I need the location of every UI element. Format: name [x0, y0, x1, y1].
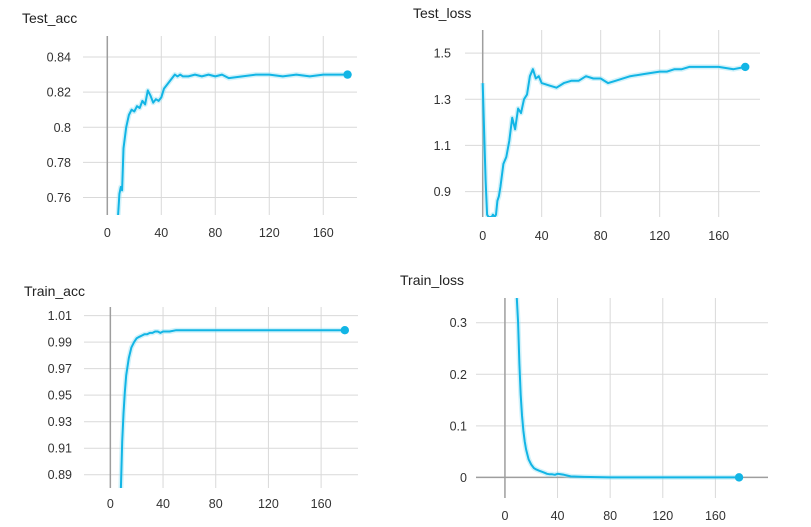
train-acc-x-tick-label: 0 — [107, 497, 114, 511]
train-loss-x-tick-label: 80 — [603, 509, 617, 523]
test-loss-panel: Test_loss — [400, 0, 811, 250]
train-acc-last-point-marker[interactable] — [340, 326, 350, 335]
test-loss-x-tick-label: 40 — [535, 229, 549, 243]
train-acc-y-tick-label: 0.97 — [48, 362, 72, 376]
test-loss-y-tick-label: 1.1 — [434, 139, 451, 153]
train-loss-x-tick-label: 40 — [551, 509, 565, 523]
train-acc-series-line — [119, 329, 345, 488]
test-acc-panel: Test_acc — [0, 0, 400, 250]
test-loss-x-tick-label: 80 — [594, 229, 608, 243]
train-acc-y-tick-label: 0.93 — [48, 415, 72, 429]
train-acc-x-tick-label: 160 — [311, 497, 332, 511]
train-acc-x-tick-label: 80 — [209, 497, 223, 511]
train-acc-y-tick-label: 0.99 — [48, 336, 72, 350]
test-acc-series-line — [117, 73, 348, 215]
train-acc-y-tick-label: 0.95 — [48, 389, 72, 403]
test-acc-x-tick-label: 120 — [259, 226, 280, 240]
train-acc-y-tick-label: 1.01 — [48, 309, 72, 323]
test-acc-y-tick-label: 0.84 — [47, 51, 71, 65]
test-loss-x-tick-label: 120 — [649, 229, 670, 243]
test-loss-y-tick-label: 0.9 — [434, 185, 451, 199]
test-acc-last-point-marker[interactable] — [343, 70, 352, 79]
train-loss-x-tick-label: 120 — [652, 509, 673, 523]
test-acc-y-tick-label: 0.78 — [47, 156, 71, 170]
test-acc-x-tick-label: 80 — [208, 226, 222, 240]
train-acc-x-tick-label: 40 — [156, 497, 170, 511]
train-loss-y-tick-label: 0.3 — [450, 316, 467, 330]
train-acc-title: Train_acc — [24, 283, 85, 299]
train-acc-y-tick-label: 0.91 — [48, 442, 72, 456]
test-loss-x-tick-label: 160 — [708, 229, 729, 243]
test-acc-y-tick-label: 0.8 — [54, 121, 71, 135]
train-loss-x-tick-label: 0 — [501, 509, 508, 523]
test-loss-y-tick-label: 1.5 — [434, 47, 451, 61]
test-loss-y-tick-label: 1.3 — [434, 93, 451, 107]
train-loss-y-tick-label: 0.1 — [450, 419, 467, 433]
train-loss-series-band — [514, 297, 740, 480]
test-loss-title: Test_loss — [413, 5, 472, 21]
train-loss-series-line — [515, 297, 740, 479]
train-acc-panel: Train_acc — [0, 270, 400, 527]
train-acc-x-tick-label: 120 — [258, 497, 279, 511]
test-loss-last-point-marker[interactable] — [741, 62, 750, 72]
train-loss-title: Train_loss — [400, 272, 465, 288]
train-loss-x-tick-label: 160 — [705, 509, 726, 523]
test-loss-series-line — [481, 65, 746, 217]
train-acc-y-tick-label: 0.89 — [48, 468, 72, 482]
train-loss-y-tick-label: 0 — [460, 471, 467, 485]
test-acc-x-tick-label: 40 — [154, 226, 168, 240]
test-acc-x-tick-label: 160 — [313, 226, 334, 240]
test-loss-x-tick-label: 0 — [479, 229, 486, 243]
train-loss-panel: Train_loss — [400, 260, 811, 527]
train-loss-last-point-marker[interactable] — [734, 473, 744, 482]
train-loss-y-tick-label: 0.2 — [450, 368, 467, 382]
test-acc-title: Test_acc — [22, 10, 78, 26]
test-acc-x-tick-label: 0 — [104, 226, 111, 240]
test-acc-y-tick-label: 0.82 — [47, 86, 71, 100]
test-acc-y-tick-label: 0.76 — [47, 191, 71, 205]
